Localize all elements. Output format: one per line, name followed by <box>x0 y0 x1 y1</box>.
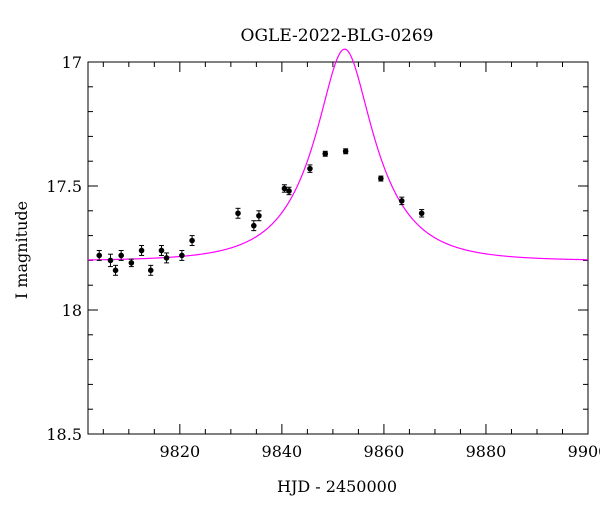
data-point <box>118 249 124 261</box>
data-point <box>307 164 313 173</box>
data-marker <box>307 165 313 172</box>
data-marker <box>251 222 257 229</box>
data-point <box>235 207 241 219</box>
x-tick-label: 9860 <box>364 442 405 461</box>
data-marker <box>112 267 119 274</box>
data-point <box>179 249 185 261</box>
x-tick-label: 9880 <box>466 442 507 461</box>
data-point <box>398 196 405 206</box>
data-point <box>163 252 170 264</box>
x-tick-label: 9820 <box>159 442 200 461</box>
data-marker <box>322 150 329 157</box>
data-point <box>138 245 145 256</box>
data-marker <box>378 175 384 182</box>
data-point <box>189 235 195 247</box>
data-marker <box>398 198 405 204</box>
data-marker <box>163 255 170 261</box>
plot-frame <box>87 61 589 435</box>
data-point <box>281 184 288 193</box>
y-tick-label: 17 <box>62 53 82 72</box>
data-marker <box>286 188 292 194</box>
data-marker <box>128 260 135 266</box>
data-point <box>147 264 154 276</box>
data-marker <box>418 210 425 217</box>
data-points <box>96 148 425 276</box>
data-marker <box>189 237 195 244</box>
data-marker <box>118 252 124 259</box>
model-curve <box>87 48 589 261</box>
y-tick-label: 18.5 <box>46 425 82 444</box>
data-point <box>322 150 329 157</box>
data-point <box>418 209 425 218</box>
y-tick-label: 17.5 <box>46 177 82 196</box>
data-point <box>342 148 349 155</box>
y-axis-ticks <box>88 61 588 435</box>
x-axis-tick-labels: 9820 9840 9860 9880 9900 <box>159 442 600 461</box>
x-axis-label: HJD - 2450000 <box>277 477 397 496</box>
y-axis-label: I magnitude <box>12 201 31 299</box>
data-marker <box>107 257 114 264</box>
x-axis-ticks <box>102 62 589 434</box>
x-tick-label: 9900 <box>568 442 600 461</box>
data-marker <box>96 252 103 259</box>
chart-title: OGLE-2022-BLG-0269 <box>241 26 434 46</box>
data-marker <box>256 212 262 219</box>
plot-border <box>87 61 589 435</box>
data-marker <box>235 210 241 217</box>
data-point <box>378 175 384 182</box>
data-marker <box>138 247 145 254</box>
data-marker <box>179 252 185 259</box>
data-marker <box>342 148 349 155</box>
data-point <box>158 245 165 256</box>
data-point <box>96 249 103 261</box>
data-marker <box>281 185 288 192</box>
data-marker <box>158 247 165 254</box>
data-point <box>286 186 292 196</box>
data-point <box>256 210 262 222</box>
y-axis-tick-labels: 17 17.5 18 18.5 <box>46 53 82 444</box>
data-point <box>251 220 257 232</box>
data-point <box>128 258 135 268</box>
y-tick-label: 18 <box>62 301 82 320</box>
data-marker <box>147 267 154 274</box>
data-point <box>112 264 119 276</box>
data-point <box>107 253 114 268</box>
x-tick-label: 9840 <box>262 442 303 461</box>
